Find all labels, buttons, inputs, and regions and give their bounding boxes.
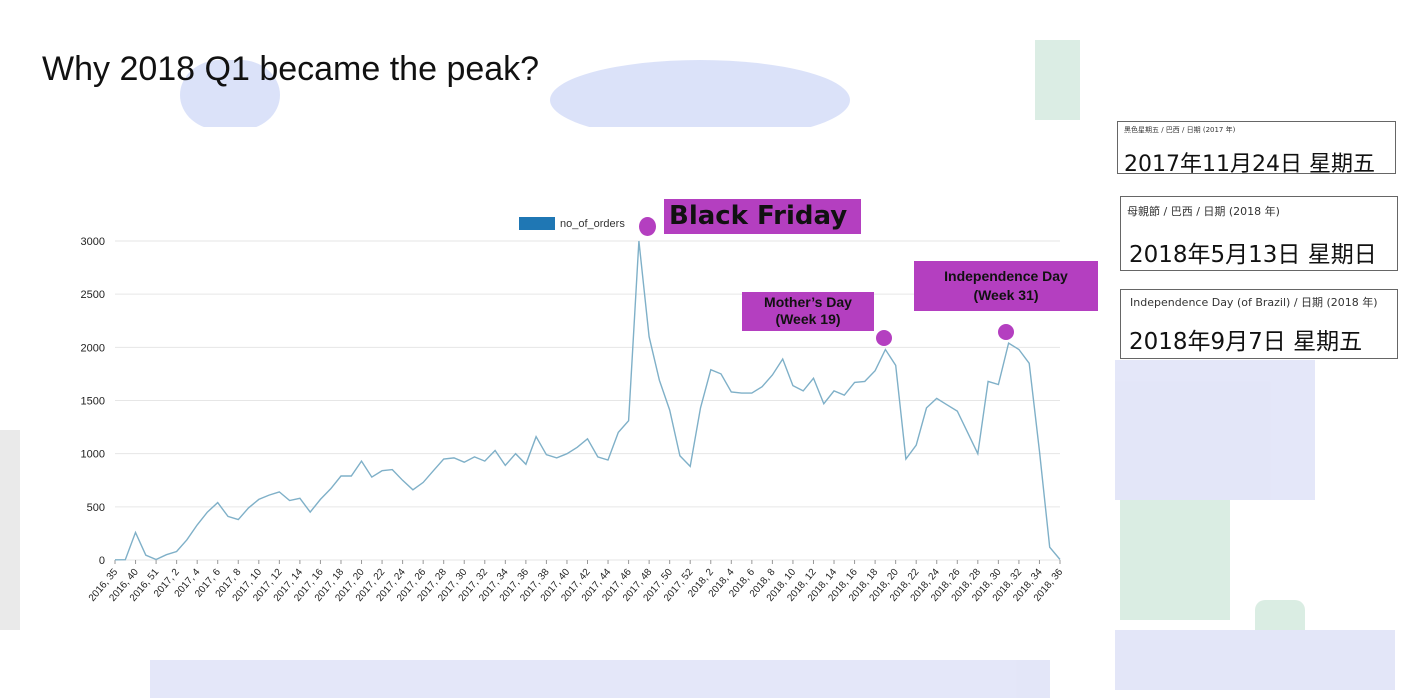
date-card-independence-day: Independence Day (of Brazil) / 日期 (2018 …	[1120, 289, 1398, 359]
legend-swatch-no-of-orders	[519, 217, 555, 230]
marker-independence-day	[998, 324, 1014, 340]
line-chart: 0 500 1000 1500 2000 2500 3000 2016, 35 2016, 4…	[60, 127, 1112, 660]
y-tick-label: 3000	[81, 236, 105, 248]
marker-mothers-day	[876, 330, 892, 346]
callout-mothers-day: Mother’s Day (Week 19)	[742, 292, 874, 331]
series-line-no-of-orders	[114, 240, 1061, 561]
date-card-date: 2018年9月7日 星期五	[1129, 329, 1363, 355]
y-axis-ticks: 0 500 1000 1500 2000 2500 3000	[81, 236, 105, 567]
date-card-black-friday: 黑色星期五 / 巴西 / 日期 (2017 年) 2017年11月24日 星期五	[1117, 121, 1396, 177]
y-tick-label: 1500	[81, 396, 105, 408]
marker-black-friday	[639, 217, 656, 236]
y-tick-label: 2000	[81, 342, 105, 354]
legend: no_of_orders	[519, 217, 625, 230]
grid-lines	[115, 240, 1060, 561]
callout-black-friday: Black Friday	[664, 199, 861, 234]
legend-label-no-of-orders: no_of_orders	[560, 218, 625, 230]
date-card-mothers-day: 母親節 / 巴西 / 日期 (2018 年) 2018年5月13日 星期日	[1120, 196, 1398, 271]
date-card-caption: 母親節 / 巴西 / 日期 (2018 年)	[1127, 205, 1280, 218]
series-lines	[114, 240, 1061, 561]
y-tick-label: 2500	[81, 289, 105, 301]
slide-title: Why 2018 Q1 became the peak?	[42, 50, 540, 88]
date-card-date: 2017年11月24日 星期五	[1124, 152, 1375, 177]
date-card-date: 2018年5月13日 星期日	[1129, 242, 1377, 268]
y-tick-label: 500	[87, 502, 105, 514]
date-card-caption: 黑色星期五 / 巴西 / 日期 (2017 年)	[1124, 126, 1236, 134]
y-tick-label: 0	[99, 555, 105, 567]
y-tick-label: 1000	[81, 449, 105, 461]
date-card-caption: Independence Day (of Brazil) / 日期 (2018 …	[1130, 296, 1378, 309]
callout-independence-day: Independence Day (Week 31)	[914, 261, 1098, 311]
